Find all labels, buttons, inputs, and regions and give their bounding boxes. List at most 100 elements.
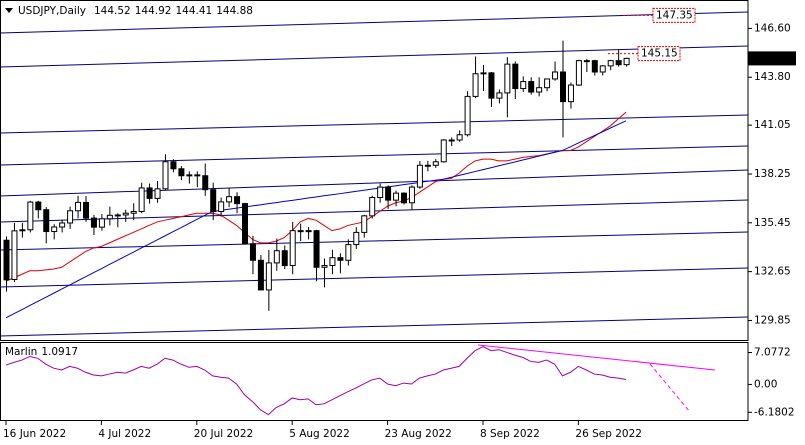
candle-body <box>488 72 495 99</box>
candle-body <box>464 95 471 136</box>
candle-body <box>591 60 598 73</box>
candle-body <box>67 210 74 224</box>
low-value: 144.41 <box>175 5 212 17</box>
candle-body <box>75 201 82 212</box>
candle-body <box>98 218 105 228</box>
candle-body <box>106 214 113 220</box>
chart-title: USDJPY,Daily <box>18 5 86 17</box>
candle-body <box>456 134 463 141</box>
x-tick-label: 4 Jul 2022 <box>98 428 151 440</box>
candle-body <box>528 81 535 93</box>
candle-body <box>544 78 551 89</box>
candle-body <box>289 230 296 267</box>
y-tick-label: 132.65 <box>754 266 791 278</box>
candle-body <box>496 92 503 99</box>
projection-line <box>649 363 691 413</box>
close-value: 144.88 <box>216 5 253 17</box>
candle-body <box>623 57 630 66</box>
candle-body <box>59 222 66 228</box>
candle-body <box>19 229 26 232</box>
x-tick-label: 23 Aug 2022 <box>385 428 452 440</box>
level-box <box>637 46 681 62</box>
candle-body <box>472 73 479 97</box>
candle-body <box>35 201 42 211</box>
candle-body <box>122 212 129 216</box>
candle-body <box>560 71 566 103</box>
current-price-label: 144.88 <box>752 52 789 64</box>
channel-line <box>0 267 749 288</box>
candle-body <box>51 226 58 233</box>
candle-body <box>83 201 89 219</box>
candle-body <box>321 265 328 268</box>
candle-body <box>385 186 392 201</box>
candle-body <box>575 60 582 86</box>
collapse-icon <box>5 8 13 13</box>
candle-body <box>361 215 368 233</box>
candle-body <box>186 174 193 177</box>
level-label: 145.15 <box>641 48 678 60</box>
y-tick-label: -6.1802 <box>754 406 795 418</box>
candle-body <box>130 210 137 214</box>
candle-body <box>607 60 614 67</box>
trend-line <box>477 344 716 371</box>
sub-title: Marlin <box>5 346 37 358</box>
x-tick-label: 16 Jun 2022 <box>3 428 66 440</box>
y-tick-label: 135.45 <box>754 217 791 229</box>
high-value: 144.92 <box>135 5 172 17</box>
candle-body <box>536 87 543 93</box>
candle-body <box>162 161 169 190</box>
open-value: 144.52 <box>94 5 131 17</box>
candle-body <box>146 187 153 199</box>
candle-body <box>3 239 10 281</box>
y-tick-label: 0.00 <box>754 378 777 390</box>
channel-line <box>0 316 749 337</box>
indicator-line <box>5 111 627 282</box>
candle-body <box>234 196 241 205</box>
candle-body <box>520 81 527 90</box>
sub-value: 1.0917 <box>41 346 78 358</box>
indicator-line <box>5 120 627 319</box>
candle-body <box>273 250 280 264</box>
indicator-line <box>5 345 627 416</box>
candle-body <box>154 188 161 199</box>
candle-body <box>567 84 574 103</box>
y-tick-label: 129.85 <box>754 314 791 326</box>
candle-body <box>512 63 519 90</box>
candle-body <box>552 71 559 80</box>
y-tick-label: 141.05 <box>754 119 791 131</box>
candle-body <box>257 259 264 291</box>
chart-header: USDJPY,Daily 144.52 144.92 144.41 144.88 <box>18 5 253 17</box>
level-box <box>652 7 696 23</box>
candle-body <box>226 196 233 203</box>
candle-body <box>242 203 248 245</box>
candle-body <box>337 257 344 261</box>
candle-body <box>249 243 256 261</box>
candle-body <box>393 192 400 201</box>
current-price-box <box>748 51 796 66</box>
candle-body <box>178 168 185 177</box>
candle-body <box>90 217 97 228</box>
candle-body <box>432 161 439 166</box>
channel-line <box>0 231 749 251</box>
y-tick-label: 146.60 <box>754 22 791 34</box>
candle-body <box>210 189 217 212</box>
candle-body <box>265 262 272 291</box>
y-tick-label: 143.80 <box>754 71 791 83</box>
y-tick-label: 138.25 <box>754 168 791 180</box>
candle-body <box>114 214 121 217</box>
candle-body <box>615 60 622 66</box>
x-tick-label: 20 Jul 2022 <box>194 428 253 440</box>
candle-body <box>440 139 447 163</box>
candle-body <box>583 60 590 63</box>
candle-body <box>27 201 34 231</box>
main-panel-frame <box>0 0 749 341</box>
candle-body <box>401 192 407 204</box>
candle-body <box>345 244 352 261</box>
candle-body <box>305 230 312 233</box>
candle-body <box>408 186 415 204</box>
marlin-drawings <box>477 344 716 413</box>
candle-body <box>329 257 336 267</box>
